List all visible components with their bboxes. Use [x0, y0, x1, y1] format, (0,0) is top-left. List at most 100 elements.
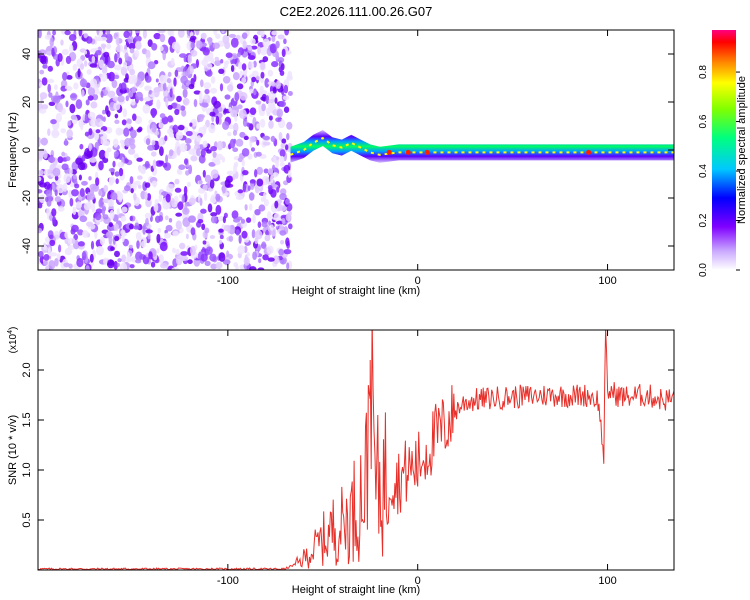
snr-multiplier-base: (x10: [8, 333, 19, 353]
noise-speck: [214, 56, 220, 62]
noise-speck: [137, 184, 142, 189]
noise-speck: [69, 197, 74, 207]
noise-speck: [86, 221, 94, 227]
noise-speck: [196, 40, 203, 49]
noise-speck: [193, 90, 201, 95]
noise-speck: [243, 69, 247, 78]
noise-speck: [273, 213, 281, 222]
noise-speck: [105, 33, 113, 44]
noise-speck: [100, 129, 104, 135]
noise-speck: [130, 100, 136, 106]
noise-speck: [282, 95, 290, 101]
noise-speck: [135, 231, 142, 241]
noise-speck: [193, 74, 197, 82]
noise-speck: [278, 132, 283, 141]
noise-speck: [242, 170, 249, 176]
noise-speck: [168, 184, 175, 189]
noise-speck: [268, 115, 273, 121]
noise-speck: [116, 262, 120, 267]
noise-speck: [51, 128, 60, 139]
noise-speck: [260, 118, 266, 128]
noise-speck: [264, 234, 271, 242]
snr-multiplier: (x104): [7, 327, 19, 354]
noise-speck: [83, 202, 91, 211]
noise-speck: [215, 153, 224, 161]
noise-speck: [76, 257, 84, 268]
noise-speck: [138, 165, 146, 174]
noise-speck: [85, 265, 90, 270]
signal-hotspot: [424, 149, 430, 155]
noise-speck: [151, 151, 157, 157]
noise-speck: [210, 263, 218, 270]
noise-speck: [162, 162, 168, 168]
noise-speck: [45, 51, 53, 56]
noise-speck: [246, 252, 250, 257]
noise-speck: [102, 116, 106, 122]
noise-speck: [124, 52, 129, 61]
noise-speck: [210, 212, 218, 217]
noise-speck: [285, 144, 289, 151]
noise-speck: [159, 46, 164, 52]
noise-speck: [170, 57, 175, 66]
noise-speck: [114, 235, 120, 242]
noise-speck: [121, 254, 127, 263]
noise-speck: [145, 198, 152, 208]
noise-speck: [216, 140, 224, 151]
noise-speck: [204, 191, 208, 201]
noise-speck: [188, 215, 196, 223]
noise-speck: [181, 84, 187, 90]
noise-speck: [250, 45, 258, 50]
noise-speck: [158, 215, 164, 222]
noise-speck: [213, 30, 218, 36]
noise-speck: [102, 157, 109, 164]
noise-speck: [268, 99, 275, 104]
noise-speck: [171, 267, 180, 270]
noise-speck: [272, 172, 279, 178]
noise-speck: [136, 240, 140, 249]
noise-speck: [148, 90, 152, 95]
noise-speck: [241, 148, 250, 157]
noise-speck: [115, 36, 120, 46]
noise-speck: [38, 137, 41, 147]
noise-speck: [177, 201, 184, 211]
noise-speck: [121, 206, 128, 213]
noise-speck: [283, 106, 290, 113]
noise-speck: [80, 63, 85, 70]
noise-speck: [154, 199, 159, 205]
noise-speck: [91, 147, 98, 158]
snr-panel: -100 0 100 0.5 1.0 1.5 2.0 Height of straight …: [7, 327, 675, 596]
noise-speck: [50, 119, 57, 125]
noise-speck: [40, 137, 48, 146]
noise-speck: [251, 229, 256, 239]
noise-speck: [178, 164, 186, 170]
noise-speck: [95, 245, 104, 256]
noise-speck: [190, 35, 197, 41]
noise-speck: [114, 74, 120, 80]
noise-speck: [60, 39, 64, 46]
noise-speck: [121, 233, 125, 243]
noise-speck: [266, 245, 274, 255]
noise-speck: [42, 64, 48, 69]
noise-speck: [200, 32, 207, 40]
noise-speck: [243, 135, 249, 141]
snr-ytick-label: 2.0: [21, 362, 33, 377]
noise-speck: [60, 30, 66, 35]
noise-speck: [61, 72, 68, 81]
noise-speck: [160, 263, 168, 269]
spectrogram-ytick-label: -40: [21, 238, 33, 254]
noise-speck: [271, 35, 276, 43]
noise-speck: [227, 224, 231, 234]
noise-speck: [54, 189, 58, 197]
noise-speck: [107, 90, 116, 99]
noise-speck: [182, 71, 188, 78]
noise-speck: [202, 169, 206, 178]
noise-speck: [221, 30, 225, 34]
noise-speck: [125, 95, 129, 102]
noise-speck: [196, 135, 202, 143]
noise-speck: [283, 38, 287, 45]
noise-speck: [234, 92, 240, 102]
noise-speck: [130, 188, 134, 194]
noise-speck: [178, 169, 183, 175]
noise-speck: [128, 223, 134, 230]
noise-speck: [235, 264, 239, 270]
